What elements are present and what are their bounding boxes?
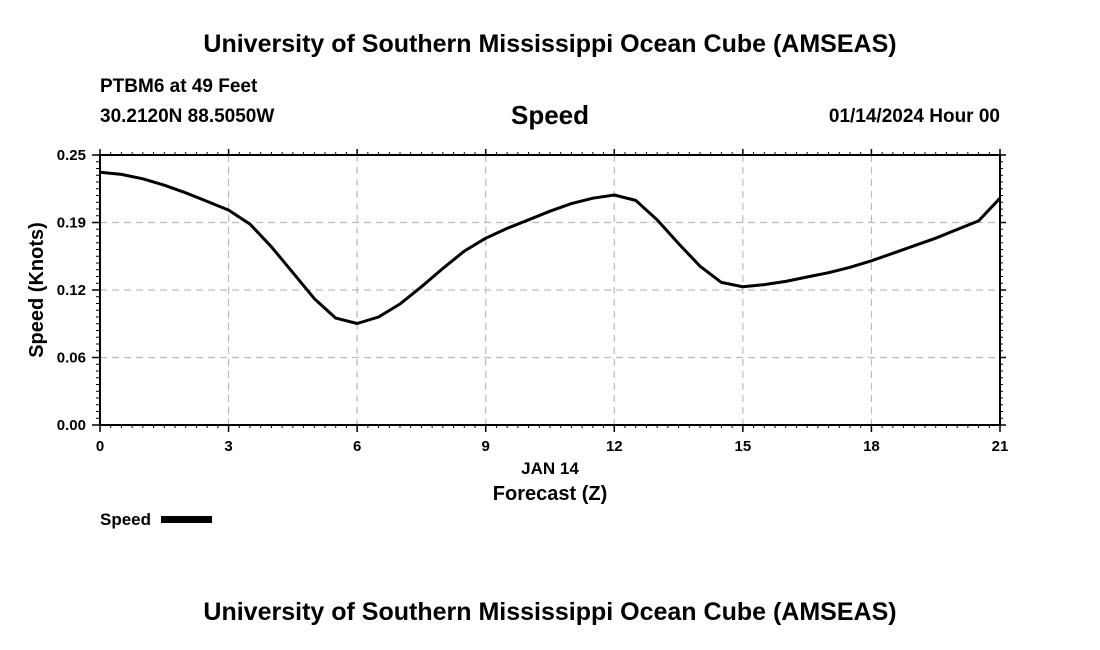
x-axis-label: Forecast (Z) bbox=[493, 483, 607, 505]
x-axis-date-label: JAN 14 bbox=[521, 459, 579, 478]
grid-lines bbox=[100, 155, 1000, 425]
datetime-label: 01/14/2024 Hour 00 bbox=[828, 106, 1000, 127]
x-tick-label: 18 bbox=[863, 438, 880, 455]
x-tick-label: 0 bbox=[96, 438, 104, 455]
y-tick-label: 0.19 bbox=[57, 215, 86, 232]
station-label: PTBM6 at 49 Feet bbox=[100, 76, 258, 97]
legend-swatch bbox=[161, 516, 212, 523]
y-axis-ticks: 0.00 0.06 0.12 0.19 0.25 bbox=[57, 147, 1006, 434]
x-axis-ticks: 0 3 6 9 12 15 18 21 bbox=[96, 149, 1009, 455]
x-tick-label: 9 bbox=[482, 438, 490, 455]
x-tick-label: 21 bbox=[992, 438, 1009, 455]
coordinates-label: 30.2120N 88.5050W bbox=[100, 106, 275, 127]
x-tick-label: 15 bbox=[735, 438, 752, 455]
series-layer bbox=[99, 170, 1002, 325]
footer-title: University of Southern Mississippi Ocean… bbox=[203, 598, 897, 626]
y-tick-label: 0.06 bbox=[57, 350, 86, 367]
x-tick-label: 6 bbox=[353, 438, 361, 455]
variable-title: Speed bbox=[510, 100, 590, 130]
series-line-speed bbox=[99, 170, 1002, 325]
y-axis-label: Speed (Knots) bbox=[26, 222, 48, 358]
y-tick-label: 0.12 bbox=[57, 282, 86, 299]
legend-label: Speed bbox=[100, 510, 151, 529]
x-tick-label: 3 bbox=[224, 438, 232, 455]
y-tick-label: 0.25 bbox=[57, 147, 86, 164]
legend: Speed bbox=[100, 510, 212, 529]
x-tick-label: 12 bbox=[606, 438, 623, 455]
chart-title: University of Southern Mississippi Ocean… bbox=[203, 30, 897, 58]
y-tick-label: 0.00 bbox=[57, 417, 86, 434]
